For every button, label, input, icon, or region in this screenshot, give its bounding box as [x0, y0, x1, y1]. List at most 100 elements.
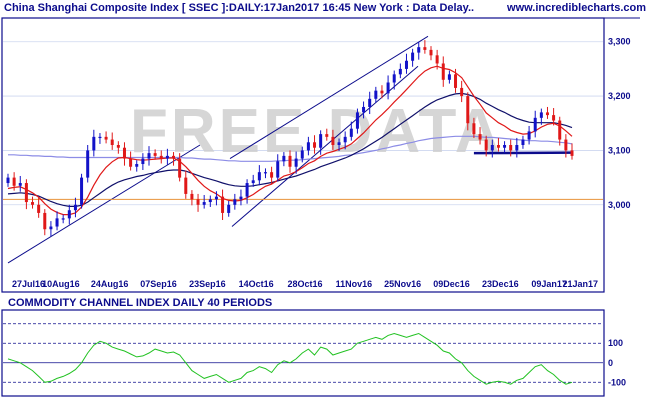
- x-tick-label: 23Sep16: [189, 279, 226, 289]
- candle-body: [202, 202, 206, 205]
- candle-body: [503, 145, 507, 148]
- y-tick-label: 3,300: [608, 37, 631, 47]
- x-tick-label: 11Nov16: [336, 279, 373, 289]
- candle-body: [362, 106, 366, 113]
- channel-upper-line: [229, 35, 429, 160]
- candle-body: [110, 139, 114, 145]
- candle-body: [208, 199, 212, 203]
- x-tick-label: 21Jan17: [562, 279, 598, 289]
- candle-body: [539, 112, 543, 118]
- candle-body: [460, 87, 464, 97]
- site-url[interactable]: www.incrediblecharts.com: [507, 2, 646, 14]
- candle-body: [478, 134, 482, 140]
- candle-body: [509, 145, 513, 151]
- uptrend-line-1: [7, 144, 201, 264]
- candle-body: [159, 155, 163, 159]
- price-panel-frame: [1, 17, 605, 293]
- candle-body: [116, 145, 120, 148]
- candle-body: [49, 226, 53, 230]
- candle-body: [490, 145, 494, 151]
- candles: [6, 40, 574, 237]
- candle-body: [429, 49, 433, 56]
- candle-body: [80, 177, 84, 205]
- cci-y-tick-label: 100: [608, 338, 623, 348]
- candle-body: [276, 161, 280, 178]
- candle-body: [423, 47, 427, 50]
- candle-body: [564, 139, 568, 151]
- candle-body: [435, 55, 439, 64]
- candle-body: [233, 199, 237, 205]
- candle-body: [129, 158, 133, 167]
- ma-fast-line: [7, 65, 573, 216]
- candle-body: [221, 196, 225, 213]
- candle-body: [294, 158, 298, 167]
- candle-body: [441, 63, 445, 80]
- candle-body: [178, 158, 182, 178]
- x-tick-label: 23Dec16: [482, 279, 519, 289]
- x-tick-label: 14Oct16: [239, 279, 274, 289]
- candle-body: [380, 90, 384, 94]
- chart-title: China Shanghai Composite Index [ SSEC ]:…: [4, 2, 475, 14]
- candle-body: [24, 183, 28, 203]
- candle-body: [337, 142, 341, 145]
- candle-body: [288, 155, 292, 167]
- candle-body: [165, 155, 169, 159]
- candle-body: [190, 193, 194, 200]
- ma-mid-line: [7, 92, 573, 207]
- candle-body: [306, 142, 310, 151]
- candle-body: [398, 68, 402, 75]
- candle-body: [558, 120, 562, 140]
- x-tick-label: 28Oct16: [287, 279, 322, 289]
- x-tick-label: 27Jul16: [12, 279, 45, 289]
- candle-body: [466, 96, 470, 124]
- candle-body: [447, 74, 451, 80]
- candle-body: [73, 204, 77, 211]
- candle-body: [263, 172, 267, 174]
- candle-body: [104, 136, 108, 140]
- candle-body: [386, 82, 390, 94]
- candle-body: [521, 139, 525, 145]
- cci-panel-frame: [1, 309, 605, 397]
- candle-body: [18, 183, 22, 186]
- candle-body: [527, 131, 531, 140]
- candle-body: [31, 202, 35, 205]
- candle-body: [343, 136, 347, 143]
- candle-body: [472, 123, 476, 135]
- x-tick-label: 07Sep16: [140, 279, 177, 289]
- candle-body: [257, 172, 261, 181]
- candle-body: [545, 112, 549, 116]
- candle-body: [251, 180, 255, 184]
- candle-body: [67, 210, 71, 219]
- candle-body: [533, 117, 537, 132]
- candle-body: [570, 150, 574, 156]
- candle-body: [270, 172, 274, 178]
- candle-body: [147, 153, 151, 159]
- candle-body: [12, 177, 16, 186]
- cci-panel-title: COMMODITY CHANNEL INDEX DAILY 40 PERIODS: [8, 297, 272, 309]
- candle-body: [282, 155, 286, 162]
- candle-body: [319, 134, 323, 148]
- cci-panel: 100 0 -100: [3, 323, 626, 387]
- cci-y-tick-label: -100: [608, 377, 626, 387]
- x-tick-label: 24Aug16: [91, 279, 129, 289]
- candle-body: [374, 90, 378, 99]
- candle-body: [355, 112, 359, 129]
- candle-body: [6, 177, 10, 184]
- candle-body: [214, 196, 218, 200]
- candle-body: [86, 150, 90, 178]
- candle-body: [92, 136, 96, 151]
- candle-body: [153, 153, 157, 156]
- candle-body: [392, 74, 396, 83]
- candle-body: [417, 47, 421, 53]
- candle-body: [331, 136, 335, 145]
- candle-body: [196, 199, 200, 205]
- y-tick-label: 3,100: [608, 145, 631, 155]
- x-tick-label: 09Dec16: [433, 279, 470, 289]
- candle-body: [454, 74, 458, 88]
- candle-body: [349, 128, 353, 137]
- candle-body: [135, 164, 139, 167]
- candle-body: [404, 60, 408, 69]
- candle-body: [313, 142, 317, 148]
